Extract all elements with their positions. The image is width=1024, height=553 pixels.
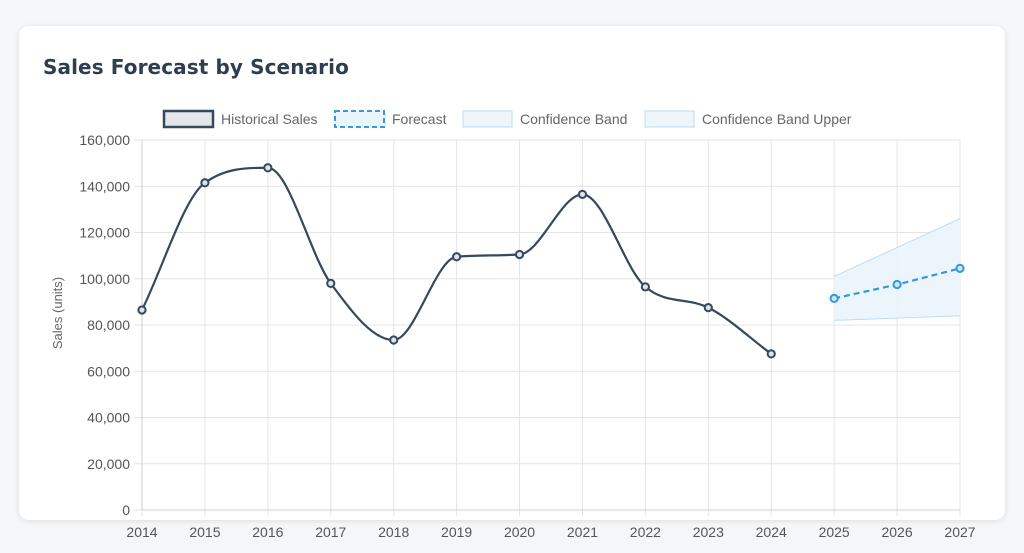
x-tick-label: 2027 <box>944 524 975 540</box>
x-tick-label: 2019 <box>441 524 472 540</box>
historical-sales-point[interactable] <box>766 349 776 359</box>
historical-sales-point[interactable] <box>452 252 462 262</box>
historical-sales-point[interactable] <box>703 303 713 313</box>
x-tick-label: 2021 <box>567 524 598 540</box>
forecast-point[interactable] <box>955 263 965 273</box>
y-tick-label: 140,000 <box>79 178 130 194</box>
historical-sales-point[interactable] <box>640 282 650 292</box>
legend-item-forecast[interactable]: Forecast <box>334 110 447 128</box>
legend-item-historical-sales[interactable]: Historical Sales <box>162 109 317 129</box>
legend[interactable]: Historical Sales Forecast Confidence Band C… <box>162 109 852 129</box>
legend-swatch <box>334 110 385 128</box>
y-tick-label: 100,000 <box>79 271 130 287</box>
confidence-band-lower-line <box>834 315 961 321</box>
x-tick-label: 2023 <box>693 524 724 540</box>
x-tick-label: 2022 <box>630 524 661 540</box>
x-tick-label: 2017 <box>315 524 346 540</box>
confidence-band-upper-line <box>833 218 961 277</box>
forecast-point[interactable] <box>829 293 839 304</box>
confidence-band-area <box>834 218 960 321</box>
x-tick-label: 2018 <box>378 524 409 540</box>
legend-label: Historical Sales <box>221 111 317 127</box>
legend-label: Forecast <box>392 111 447 127</box>
y-tick-label: 0 <box>122 502 130 518</box>
legend-item-confidence-band-upper[interactable]: Confidence Band Upper <box>644 110 852 128</box>
y-axis-title: Sales (units) <box>50 277 65 349</box>
axes: 0 20,000 40,000 60,000 80,000 100,000 120,000 1… <box>50 132 976 540</box>
legend-item-confidence-band[interactable]: Confidence Band <box>462 110 627 128</box>
x-tick-label: 2025 <box>819 524 850 540</box>
legend-swatch <box>462 110 513 128</box>
x-tick-label: 2024 <box>756 524 787 540</box>
series-lines <box>141 166 961 355</box>
x-tick-label: 2015 <box>189 524 220 540</box>
confidence-band <box>833 218 961 321</box>
x-tick-label: 2020 <box>504 524 535 540</box>
grid-lines <box>134 139 961 516</box>
historical-sales-point[interactable] <box>200 178 210 188</box>
y-tick-label: 20,000 <box>87 456 130 472</box>
y-tick-label: 80,000 <box>87 317 130 333</box>
legend-label: Confidence Band <box>520 111 627 127</box>
chart-title: Sales Forecast by Scenario <box>43 55 349 79</box>
y-tick-label: 60,000 <box>87 363 130 379</box>
y-tick-label: 120,000 <box>79 225 130 241</box>
x-tick-label: 2014 <box>126 524 157 540</box>
y-tick-label: 40,000 <box>87 410 130 426</box>
y-tick-label: 160,000 <box>79 132 130 148</box>
legend-swatch <box>162 109 215 129</box>
historical-sales-point[interactable] <box>263 163 273 173</box>
legend-label: Confidence Band Upper <box>702 111 852 127</box>
x-tick-label: 2016 <box>252 524 283 540</box>
historical-sales-point[interactable] <box>577 189 588 199</box>
historical-sales-point[interactable] <box>389 335 399 345</box>
data-points <box>137 163 965 359</box>
historical-sales-point[interactable] <box>514 249 525 260</box>
historical-sales-point[interactable] <box>137 305 147 315</box>
forecast-point[interactable] <box>892 279 902 290</box>
x-tick-label: 2026 <box>881 524 912 540</box>
historical-sales-point[interactable] <box>326 278 336 288</box>
legend-swatch <box>644 110 695 128</box>
